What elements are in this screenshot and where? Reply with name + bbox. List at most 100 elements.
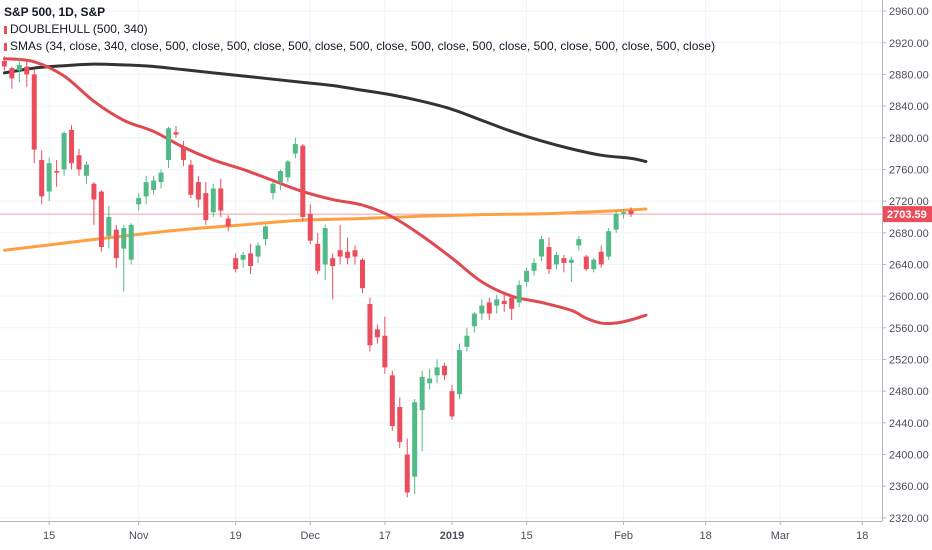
candle-body [613, 213, 619, 230]
candle-up [613, 210, 619, 233]
candle-down [218, 178, 224, 217]
candle-body [464, 335, 470, 347]
x-axis-tick-label: 18 [856, 530, 868, 542]
candle-down [203, 182, 209, 225]
candle-down [233, 253, 239, 273]
candle-body [449, 391, 455, 417]
last-price-tag [883, 206, 932, 223]
y-axis-tick-label: 2760.00 [889, 164, 929, 176]
candle-body [330, 258, 336, 267]
candle-down [598, 245, 604, 268]
ma-line-sma-340 [2, 62, 648, 164]
legend-indicator-doublehull[interactable]: DOUBLEHULL (500, 340) [4, 21, 715, 38]
candle-body [479, 305, 485, 314]
candle-down [173, 125, 179, 138]
candle-down [486, 297, 492, 320]
candle-body [427, 378, 433, 384]
candle-up [419, 370, 425, 452]
candle-down [389, 370, 395, 431]
candle-up [606, 228, 612, 260]
candle-up [524, 267, 530, 287]
candle-down [180, 140, 186, 167]
candle-body [568, 259, 574, 263]
y-axis-tick-label: 2840.00 [889, 101, 929, 113]
candle-up [591, 258, 597, 273]
x-axis-tick-label: 19 [230, 530, 242, 542]
candle-up [292, 137, 298, 159]
candle-body [591, 259, 597, 270]
candle-body [83, 164, 89, 176]
candle-up [255, 242, 261, 263]
x-axis-tick-label: Nov [129, 530, 149, 542]
candle-down [248, 243, 254, 274]
candle-down [561, 254, 567, 273]
moving-averages [2, 57, 648, 326]
candle-body [285, 161, 291, 178]
candle-body [546, 247, 552, 270]
candle-body [173, 132, 179, 135]
candle-down [225, 215, 231, 232]
candle-up [16, 58, 22, 83]
y-axis-tick-label: 2520.00 [889, 354, 929, 366]
candle-body [442, 365, 448, 376]
candle-up [471, 311, 477, 333]
candle-down [307, 204, 313, 244]
candle-up [539, 235, 545, 262]
candle-body [456, 349, 462, 395]
candle-body [404, 454, 410, 493]
indicator-color-marker [4, 42, 7, 51]
x-axis-tick-label: 17 [379, 530, 391, 542]
y-axis-tick-label: 2320.00 [889, 513, 929, 525]
candle-body [16, 64, 22, 71]
candle-body [180, 147, 186, 160]
candle-down [24, 61, 30, 88]
candle-body [628, 210, 634, 215]
candle-body [621, 212, 627, 214]
candle-up [143, 175, 149, 205]
candle-up [576, 235, 582, 251]
candle-up [83, 161, 89, 184]
candle-body [54, 171, 60, 173]
candle-body [210, 188, 216, 213]
candle-body [151, 180, 157, 191]
candle-up [210, 183, 216, 217]
candle-body [76, 155, 82, 170]
candle-body [98, 191, 104, 248]
candle-down [188, 159, 194, 198]
candle-down [404, 438, 410, 498]
candle-down [382, 316, 388, 374]
candle-down [345, 237, 351, 265]
candle-body [188, 164, 194, 195]
candle-down [1, 56, 7, 71]
candle-body [516, 285, 522, 303]
candle-up [494, 294, 500, 314]
candle-down [69, 125, 75, 170]
candle-body [106, 216, 112, 236]
candle-down [509, 294, 515, 320]
candle-body [143, 182, 149, 197]
y-axis-tick-label: 2960.00 [889, 6, 929, 18]
candle-up [322, 224, 328, 281]
candle-body [367, 304, 373, 346]
candle-down [501, 292, 507, 312]
candle-body [598, 251, 604, 265]
y-axis-tick-label: 2480.00 [889, 386, 929, 398]
y-axis-tick-label: 2600.00 [889, 291, 929, 303]
legend-indicator-smas[interactable]: SMAs (34, close, 340, close, 500, close,… [4, 38, 715, 55]
candle-up [270, 182, 276, 200]
y-axis-tick-label: 2920.00 [889, 38, 929, 50]
candle-body [248, 253, 254, 267]
candle-body [389, 375, 395, 426]
candle-body [240, 254, 246, 260]
candle-body [322, 228, 328, 265]
candle-body [1, 60, 7, 67]
candle-down [39, 150, 45, 205]
chart-legend: S&P 500, 1D, S&P DOUBLEHULL (500, 340) S… [4, 4, 715, 55]
candle-body [195, 182, 201, 200]
candle-body [166, 128, 172, 160]
candle-up [46, 157, 52, 202]
candle-body [337, 250, 343, 257]
legend-smas-label: SMAs (34, close, 340, close, 500, close,… [10, 39, 716, 53]
candle-down [546, 237, 552, 274]
